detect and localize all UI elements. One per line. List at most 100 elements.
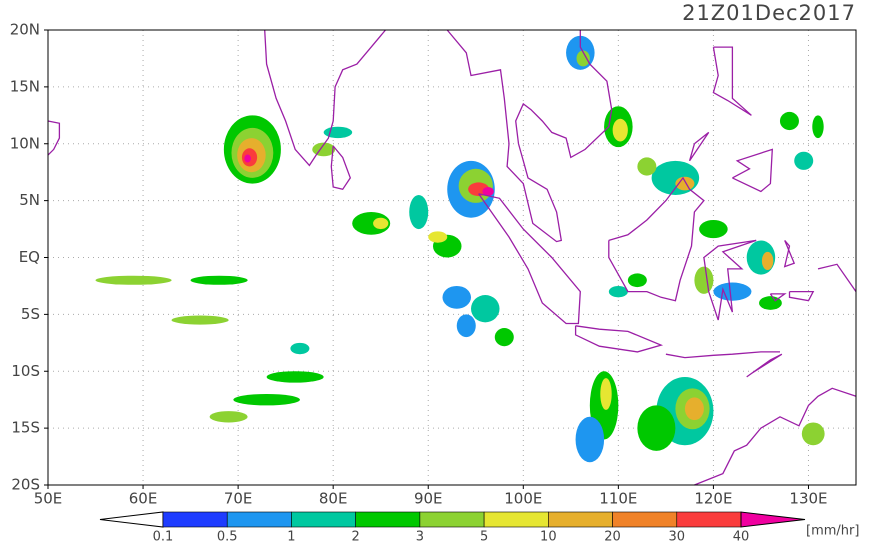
colorbar-box [483,511,549,528]
rain-cell [794,151,814,170]
colorbar: 0.1 0.5 1 2 3 5 10 20 30 40 [99,511,806,544]
rain-cell [779,111,799,131]
rain-cell [409,194,429,230]
lon-label: 60E [129,490,158,508]
colorbar-box [226,511,292,528]
coastline [330,145,352,191]
rain-cell [812,115,824,139]
rain-cell [713,282,752,301]
rain-cell [761,251,774,271]
colorbar-high-arrow [740,511,806,528]
lat-label: 15N [10,77,40,95]
rain-cell [244,154,251,163]
coastline [478,193,581,325]
rain-cell [323,126,353,139]
coastline [446,29,613,243]
colorbar-label: 30 [669,530,686,544]
lat-label: 15S [11,419,40,437]
coastline [688,131,710,162]
colorbar-box [355,511,421,528]
lat-label: 20N [10,21,40,39]
lat-label: 10N [10,134,40,152]
map-frame-bg [48,30,856,485]
colorbar-label: 0.5 [217,530,238,544]
rain-cell [801,422,825,446]
colorbar-box [162,511,228,528]
rain-cell [600,378,612,410]
colorbar-low-arrow [99,511,164,528]
rain-cell [373,217,389,230]
rain-cell [456,314,476,338]
rain-cell [575,416,605,463]
rain-cell [684,397,704,421]
rain-cell [209,411,248,423]
rain-cell [290,342,310,355]
rain-cell [190,275,248,285]
rain-cell [699,219,728,239]
colorbar-label: 3 [416,530,424,544]
coastline [788,290,815,302]
rain-cell [627,273,647,288]
rain-cell [576,50,590,67]
colorbar-label: 5 [480,530,488,544]
coastline [574,325,664,353]
colorbar-label: 10 [540,530,557,544]
lat-label: 20S [11,476,40,494]
rain-cell [494,328,514,347]
lon-label: 80E [319,490,348,508]
rain-cell [675,176,695,191]
colorbar-unit: [mm/hr] [806,524,859,539]
coastline [47,120,61,156]
lat-label: 5S [21,305,40,323]
rain-cell [694,266,714,294]
coastline [608,176,705,302]
colorbar-box [676,511,742,528]
coastlines [47,29,857,486]
rain-cell [637,405,676,451]
coastline [694,387,857,486]
rain-cell [637,157,657,176]
coastline [703,239,757,321]
coastline [746,353,783,378]
rain-cell [171,315,229,325]
rain-field [95,35,825,463]
coastline [732,148,774,193]
rain-cell [471,295,500,323]
lon-label: 130E [789,490,827,508]
rain-cell [651,160,700,195]
colorbar-label: 0.1 [153,530,174,544]
coastline [712,46,752,116]
graticule [48,30,856,485]
coastline [783,239,796,268]
lon-label: 110E [599,490,637,508]
rain-cell [95,275,172,285]
rain-cell [428,231,448,243]
lon-label: 50E [34,490,63,508]
lon-label: 70E [224,490,253,508]
colorbar-box [548,511,613,528]
colorbar-label: 1 [287,530,295,544]
colorbar-box [291,511,356,528]
lat-label: 10S [11,362,40,380]
map-title: 21Z01Dec2017 [682,1,856,25]
lon-label: 100E [504,490,542,508]
colorbar-label: 2 [352,530,360,544]
lat-label: EQ [19,248,40,266]
colorbar-box [612,511,678,528]
colorbar-box [419,511,485,528]
lon-label: 90E [414,490,443,508]
colorbar-label: 40 [733,530,750,544]
lat-label: 5N [19,191,40,209]
coastline [264,29,386,167]
coastline [665,351,780,359]
rain-cell [482,186,494,197]
lon-label: 120E [694,490,732,508]
rain-cell [612,118,628,142]
rain-cell [442,285,472,309]
coastline [817,263,857,292]
rain-cell [608,285,628,298]
colorbar-label: 20 [604,530,621,544]
rain-cell [233,394,300,406]
